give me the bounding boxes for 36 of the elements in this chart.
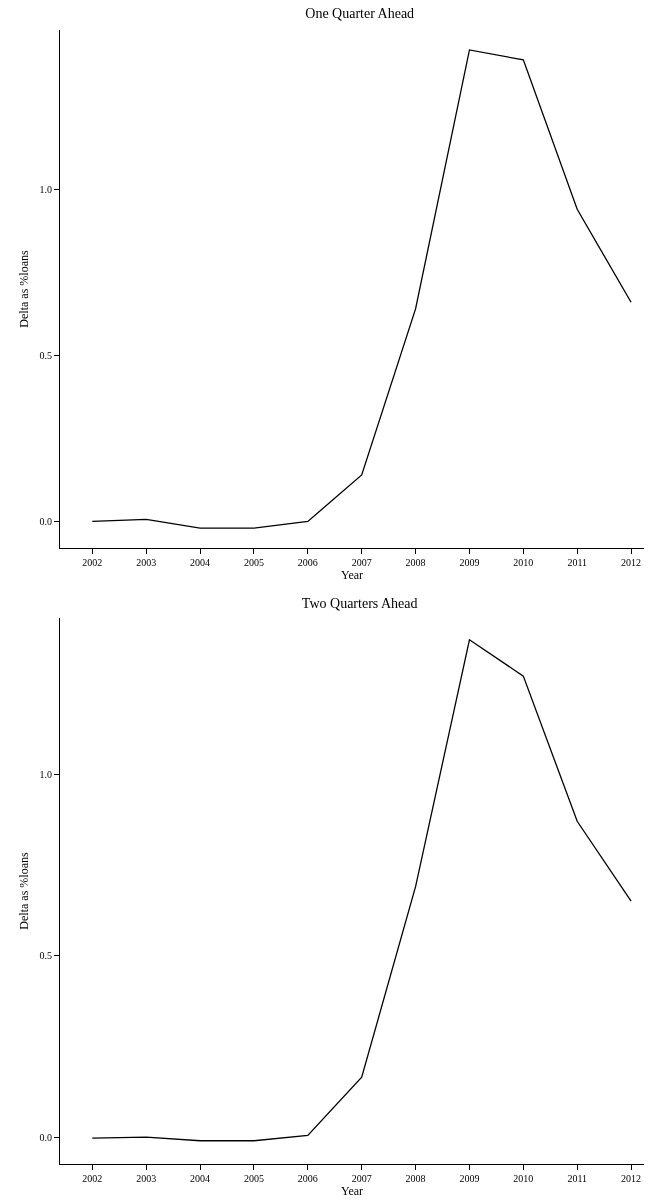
y-tick-label: 0.5 bbox=[39, 349, 52, 361]
x-tick-label: 2002 bbox=[82, 557, 103, 568]
x-tick-label: 2005 bbox=[243, 1173, 264, 1184]
x-tick-label: 2010 bbox=[513, 557, 534, 568]
x-tick-label: 2003 bbox=[136, 1173, 157, 1184]
x-tick-label: 2011 bbox=[567, 557, 588, 568]
x-tick-label: 2006 bbox=[297, 1173, 318, 1184]
x-tick-label: 2002 bbox=[82, 1173, 103, 1184]
x-tick-label: 2004 bbox=[190, 557, 211, 568]
x-axis-title: Year bbox=[340, 1184, 364, 1198]
x-tick-label: 2003 bbox=[136, 557, 157, 568]
x-tick-label: 2006 bbox=[297, 557, 318, 568]
x-tick-label: 2008 bbox=[405, 557, 426, 568]
x-tick-label: 2011 bbox=[567, 1173, 588, 1184]
y-axis-title: Delta as %loans bbox=[16, 852, 31, 930]
x-tick-label: 2007 bbox=[351, 557, 372, 568]
x-tick-label: 2005 bbox=[243, 557, 264, 568]
x-tick-label: 2012 bbox=[621, 557, 642, 568]
x-axis-title: Year bbox=[340, 568, 364, 582]
x-tick-label: 2010 bbox=[513, 1173, 534, 1184]
x-tick-label: 2009 bbox=[459, 557, 480, 568]
x-tick-label: 2004 bbox=[190, 1173, 211, 1184]
y-tick-label: 0.0 bbox=[39, 1131, 52, 1143]
y-tick-label: 0.0 bbox=[39, 515, 52, 527]
y-axis-title: Delta as %loans bbox=[16, 250, 31, 328]
y-tick-label: 1.0 bbox=[39, 183, 52, 195]
line-series bbox=[91, 639, 632, 1142]
y-tick-label: 0.5 bbox=[39, 950, 52, 962]
chart-title: Two Quarters Ahead bbox=[301, 595, 418, 611]
x-tick-label: 2012 bbox=[621, 1173, 642, 1184]
line-series bbox=[91, 49, 632, 529]
x-tick-label: 2007 bbox=[351, 1173, 372, 1184]
x-tick-label: 2009 bbox=[459, 1173, 480, 1184]
chart-title: One Quarter Ahead bbox=[305, 5, 415, 21]
x-tick-label: 2008 bbox=[405, 1173, 426, 1184]
y-tick-label: 1.0 bbox=[39, 768, 52, 780]
